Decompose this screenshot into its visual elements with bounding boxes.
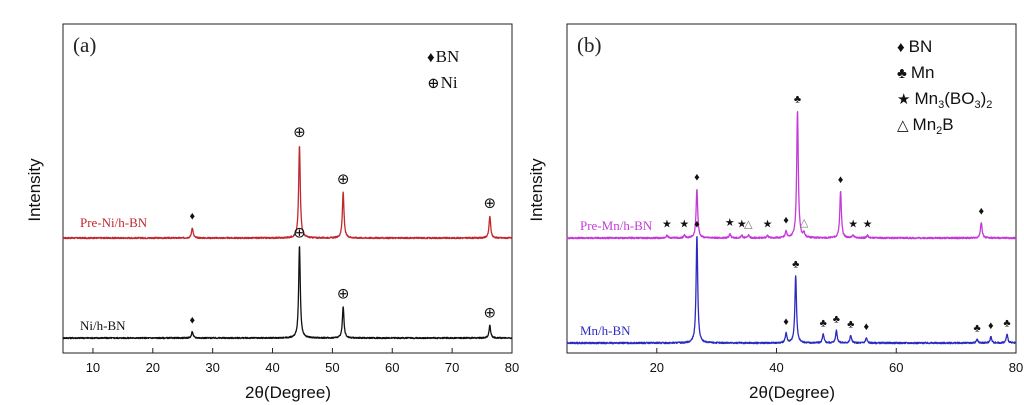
panel-a-x-axis-label: 2θ(Degree) [245,383,331,402]
panel-a-y-axis-label: Intensity [25,158,44,222]
panel-b-peak-marker-pre-mn-h-bn-7: ★ [679,218,689,230]
panel-b-peak-marker-mn-h-bn-8: ♦ [988,320,994,332]
panel-b-peak-marker-pre-mn-h-bn-3: ♦ [978,205,984,217]
panel-a-series-label-ni-h-bn: Ni/h-BN [80,318,126,333]
panel-a-series-label-pre-ni-h-bn: Pre-Ni/h-BN [80,215,148,230]
panel-a-legend-entry-ni: ⊕Ni [427,73,458,92]
panel-a-peak-marker-pre-ni-h-bn-1: ⊕ [293,124,306,141]
panel-b-peak-marker-pre-mn-h-bn-4: ♦ [783,215,789,227]
panel-a-legend-entry-bn: ♦BN [427,47,459,66]
panel-b-series-line-pre-mn-h-bn [566,110,1017,240]
panel-b-x-tick-label-40: 40 [769,360,783,375]
panel-a-x-tick-label-10: 10 [86,360,100,375]
panel-b-peak-marker-pre-mn-h-bn-6: ★ [662,218,672,230]
panel-b-legend-entry-mn: ♣ Mn [897,63,934,82]
panel-a-x-tick-label-70: 70 [445,360,459,375]
panel-a-series-line-ni-h-bn [62,246,513,340]
panel-a-peak-marker-ni-h-bn-0: ♦ [189,315,195,327]
panel-a-x-tick-label-50: 50 [325,360,339,375]
panel-a-series-line-pre-ni-h-bn [62,146,513,240]
panel-a-frame [62,23,513,354]
panel-b-series: Pre-Mn/h-BN♦♣♦♦♦ △★ ★ ★ ★△ ★ ★ ★Mn/h-BN♦♦♣♣ ♣ ♣ ♦ ♣… [566,94,1017,345]
panel-b-peak-marker-mn-h-bn-0: ♦ [694,219,700,231]
panel-b-peak-marker-mn-h-bn-9: ♣ [1003,317,1010,329]
panel-b: (b) Intensity 2θ(Degree) ♦ BN ♣ Mn ★ Mn3(BO3)… [527,23,1023,402]
panel-b-peak-marker-pre-mn-h-bn-1: ♣ [794,94,801,106]
panel-a-x-tick-label-40: 40 [265,360,279,375]
panel-b-x-ticks: 20 40 60 80 [650,348,1023,375]
panel-b-peak-marker-mn-h-bn-6: ♦ [864,321,870,333]
panel-b-peak-marker-pre-mn-h-bn-13: ★ [863,218,873,230]
panel-b-series-line-mn-h-bn [566,236,1017,345]
panel-a-x-tick-label-30: 30 [205,360,219,375]
panel-b-x-axis-label: 2θ(Degree) [749,383,835,402]
panel-b-peak-marker-mn-h-bn-7: ♣ [973,322,980,334]
panel-a-label: (a) [73,33,96,57]
panel-b-peak-marker-pre-mn-h-bn-5: △ [800,217,809,229]
panel-a-series: Pre-Ni/h-BN ♦ ⊕ ⊕ ⊕ Ni/h-BN ♦ ⊕ ⊕ ⊕ [62,124,513,340]
panel-b-peak-marker-mn-h-bn-3: ♣ [820,317,827,329]
panel-b-peak-marker-pre-mn-h-bn-8: ★ [725,217,735,229]
panel-b-peak-marker-mn-h-bn-5: ♣ [847,319,854,331]
panel-a-x-tick-label-80: 80 [505,360,519,375]
panel-b-peak-marker-pre-mn-h-bn-10: △ [744,218,753,230]
panel-a-legend: ♦BN ⊕Ni [427,47,459,92]
panel-b-x-tick-label-60: 60 [889,360,903,375]
panel-a-peak-marker-ni-h-bn-2: ⊕ [337,286,350,303]
panel-b-x-tick-label-80: 80 [1009,360,1023,375]
panel-a-x-ticks: 10 20 30 40 50 60 70 80 [86,348,519,375]
panel-b-peak-marker-mn-h-bn-2: ♣ [792,259,799,271]
panel-a: (a) Intensity 2θ(Degree) ♦BN ⊕Ni 10 20 30 40… [25,23,519,402]
panel-a-peak-marker-ni-h-bn-3: ⊕ [484,304,497,321]
panel-b-legend-entry-mn2b: △ Mn2B [897,115,954,137]
panel-b-peak-marker-pre-mn-h-bn-12: ★ [848,218,858,230]
panel-b-legend-entry-mn3-bo3-2: ★ Mn3(BO3)2 [897,89,992,111]
panel-b-legend-entry-bn: ♦ BN [897,37,932,56]
panel-b-y-axis-label: Intensity [527,158,546,222]
panel-a-x-tick-label-60: 60 [385,360,399,375]
panel-a-peak-marker-pre-ni-h-bn-0: ♦ [189,211,195,223]
panel-b-peak-marker-pre-mn-h-bn-9: ★ [737,218,747,230]
panel-b-legend: ♦ BN ♣ Mn ★ Mn3(BO3)2 △ Mn2B [897,37,992,137]
panel-a-peak-marker-pre-ni-h-bn-3: ⊕ [484,195,497,212]
panel-a-peak-marker-pre-ni-h-bn-2: ⊕ [337,171,350,188]
panel-b-peak-marker-mn-h-bn-4: ♣ [833,314,840,326]
panel-b-peak-marker-pre-mn-h-bn-0: ♦ [694,172,700,184]
panel-a-peak-marker-ni-h-bn-1: ⊕ [293,225,306,242]
panel-b-frame [566,23,1017,354]
panel-b-series-label-mn-h-bn: Mn/h-BN [580,323,631,338]
panel-b-x-tick-label-20: 20 [650,360,664,375]
panel-b-peak-marker-pre-mn-h-bn-2: ♦ [838,174,844,186]
panel-a-x-tick-label-20: 20 [146,360,160,375]
panel-b-series-label-pre-mn-h-bn: Pre-Mn/h-BN [580,218,653,233]
panel-b-label: (b) [577,33,602,57]
panel-b-peak-marker-mn-h-bn-1: ♦ [783,316,789,328]
panel-b-peak-marker-pre-mn-h-bn-11: ★ [763,218,773,230]
